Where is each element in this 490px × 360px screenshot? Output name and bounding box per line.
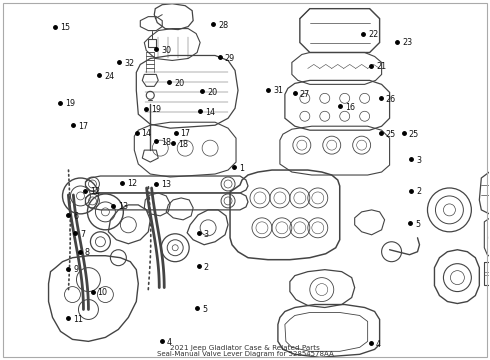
Text: 2: 2 <box>203 262 209 271</box>
Text: 23: 23 <box>402 39 413 48</box>
Text: 13: 13 <box>161 180 171 189</box>
Text: 6: 6 <box>73 212 78 221</box>
Text: 9: 9 <box>73 265 78 274</box>
Text: 5: 5 <box>202 305 207 314</box>
Text: 29: 29 <box>224 54 235 63</box>
Text: 8: 8 <box>85 248 90 257</box>
Text: 10: 10 <box>98 288 107 297</box>
Text: 18: 18 <box>178 140 188 149</box>
Text: 22: 22 <box>368 30 378 39</box>
Text: 2: 2 <box>416 187 421 196</box>
Text: Seal-Manual Valve Lever Diagram for 52854578AA: Seal-Manual Valve Lever Diagram for 5285… <box>157 351 333 357</box>
Text: 20: 20 <box>207 87 217 96</box>
Text: 21: 21 <box>376 62 386 71</box>
Text: 24: 24 <box>104 72 115 81</box>
Text: 19: 19 <box>151 105 161 114</box>
Text: 16: 16 <box>345 103 355 112</box>
Text: 15: 15 <box>60 23 71 32</box>
Text: 7: 7 <box>80 230 85 239</box>
Text: 31: 31 <box>273 86 283 95</box>
Text: 27: 27 <box>300 90 310 99</box>
Text: 4: 4 <box>167 338 172 347</box>
Text: 20: 20 <box>174 79 184 88</box>
Text: 14: 14 <box>142 129 151 138</box>
Text: 2021 Jeep Gladiator Case & Related Parts: 2021 Jeep Gladiator Case & Related Parts <box>170 345 320 351</box>
Text: 12: 12 <box>127 179 137 188</box>
Text: 30: 30 <box>161 46 171 55</box>
Text: 14: 14 <box>205 108 215 117</box>
Text: 3: 3 <box>416 156 421 165</box>
Text: 25: 25 <box>409 130 419 139</box>
Text: 19: 19 <box>65 99 75 108</box>
Text: 3: 3 <box>203 230 209 239</box>
Text: 17: 17 <box>78 122 88 131</box>
Text: 13: 13 <box>118 202 128 211</box>
Text: 18: 18 <box>161 138 171 147</box>
Text: 28: 28 <box>218 21 228 30</box>
Text: 17: 17 <box>181 129 191 138</box>
Text: 26: 26 <box>386 95 396 104</box>
Text: 4: 4 <box>376 340 381 349</box>
Text: 5: 5 <box>415 220 420 229</box>
Text: 25: 25 <box>386 130 396 139</box>
Text: 11: 11 <box>73 315 83 324</box>
Text: 1: 1 <box>239 164 244 173</box>
Text: 32: 32 <box>124 59 134 68</box>
Text: 12: 12 <box>90 187 100 196</box>
